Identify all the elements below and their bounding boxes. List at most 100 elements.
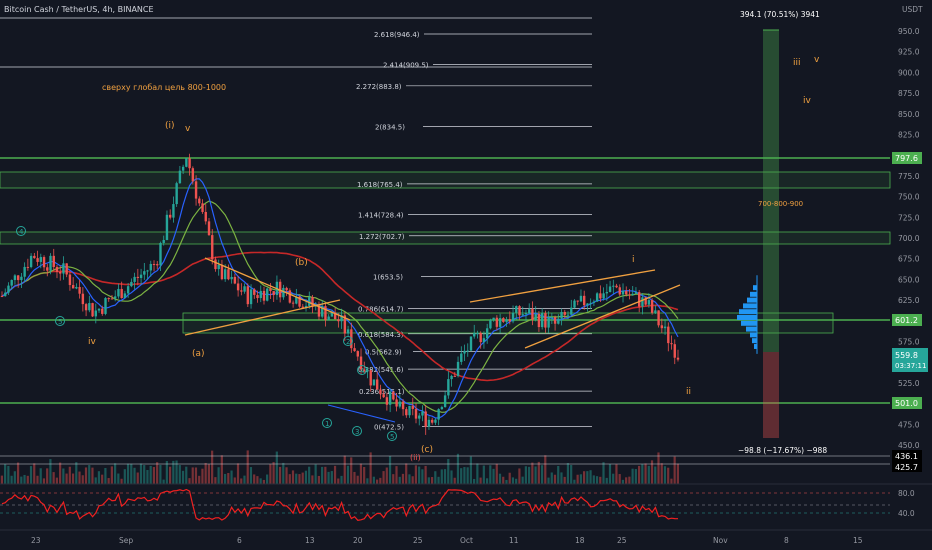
candle-body (625, 290, 628, 295)
volume-bar (162, 479, 165, 484)
profile-bar (754, 343, 757, 349)
channel-top[interactable] (469, 269, 656, 303)
candle-body (608, 286, 612, 293)
fib-label: 0.5(562.9) (365, 349, 402, 357)
candle-body (78, 286, 81, 294)
volume-bar (540, 465, 544, 484)
candle-body (84, 304, 88, 311)
zone-702[interactable] (0, 231, 891, 245)
candle-body (146, 270, 149, 272)
candle-body (456, 361, 460, 376)
candle-body (168, 214, 172, 218)
candle-body (16, 275, 20, 281)
volume-bar (295, 473, 298, 484)
badge-601: 601.2 (895, 316, 918, 325)
position-tool[interactable] (763, 29, 779, 438)
volume-bar (152, 467, 156, 484)
candle-body (473, 333, 476, 337)
candle-body (398, 401, 402, 407)
candle-body (531, 309, 534, 320)
channel-bottom[interactable] (524, 284, 681, 349)
wave-v-right: v (814, 55, 820, 65)
candle-body (634, 292, 638, 294)
volume-bar (437, 476, 440, 484)
candle-body (573, 300, 576, 308)
candle-body (123, 293, 127, 298)
candle-body (10, 280, 13, 286)
volume-bar (644, 463, 647, 484)
time-tick: 20 (353, 536, 363, 545)
candle-body (240, 290, 243, 292)
badge-601-bg (892, 314, 922, 326)
candle-body (214, 259, 217, 270)
time-axis[interactable]: 23 Sep 6 13 20 25 Oct 11 18 25 Nov 8 15 (31, 536, 863, 545)
candle-body (592, 301, 596, 303)
candle-body (375, 379, 379, 390)
volume-bar (401, 473, 405, 484)
time-tick: 23 (31, 536, 41, 545)
volume-bar (379, 477, 382, 484)
candle-body (198, 198, 201, 204)
candle-body (595, 293, 599, 302)
volume-bar (563, 476, 566, 484)
candle-body (178, 170, 182, 184)
candle-body (236, 283, 240, 291)
volume-bar (463, 467, 466, 484)
volume-bars (0, 450, 679, 484)
volume-bar (33, 463, 36, 484)
candle-body (602, 293, 605, 299)
candlesticks (0, 153, 680, 435)
candle-body (295, 296, 298, 304)
price-axis[interactable]: 950.0925.0900.0875.0850.0825.0800.0775.0… (898, 27, 920, 450)
volume-bar (424, 465, 427, 484)
volume-bar (489, 465, 492, 484)
volume-bar (660, 463, 663, 484)
ma-red-line (1, 251, 679, 382)
candle-body (75, 286, 78, 289)
candle-body (217, 264, 220, 270)
candle-body (301, 306, 305, 308)
candle-body (327, 316, 330, 321)
candle-body (550, 317, 554, 319)
circle-1-text: 1 (325, 420, 329, 428)
candle-body (188, 158, 191, 169)
circle-left-b-text: 5 (58, 318, 62, 326)
candle-body (405, 409, 408, 416)
candle-body (104, 298, 107, 314)
candle-body (414, 408, 418, 419)
candle-body (207, 221, 211, 236)
trendline-up-a[interactable] (184, 299, 341, 336)
candle-body (340, 315, 343, 322)
volume-bar (204, 462, 207, 484)
badge-501-bg (892, 397, 922, 409)
candle-body (353, 348, 356, 352)
candle-body (388, 391, 392, 405)
volume-bar (586, 471, 589, 484)
volume-bar (537, 461, 540, 484)
position-profit-zone[interactable] (763, 30, 779, 352)
price-tick: 850.0 (898, 110, 920, 119)
candle-body (62, 263, 65, 274)
volume-bar (650, 460, 654, 484)
zone-765[interactable] (0, 171, 891, 189)
trendline-down[interactable] (204, 257, 351, 321)
badge-797: 797.6 (895, 154, 918, 163)
wave-c: (c) (421, 445, 433, 455)
candle-body (589, 302, 592, 304)
candle-body (466, 350, 469, 352)
fib-label: 1(653.5) (373, 274, 403, 282)
profile-bar (747, 297, 757, 303)
candle-body (114, 296, 117, 299)
volume-bar (576, 474, 579, 484)
volume-bar (608, 464, 612, 484)
volume-bar (324, 466, 327, 484)
position-loss-zone[interactable] (763, 352, 779, 438)
volume-bar (304, 470, 308, 484)
fib-label: 1.272(702.7) (359, 233, 405, 241)
candle-body (447, 379, 450, 396)
candle-body (511, 312, 515, 322)
candle-body (133, 276, 136, 282)
circle-3-ring (352, 426, 362, 436)
candle-body (498, 318, 502, 327)
